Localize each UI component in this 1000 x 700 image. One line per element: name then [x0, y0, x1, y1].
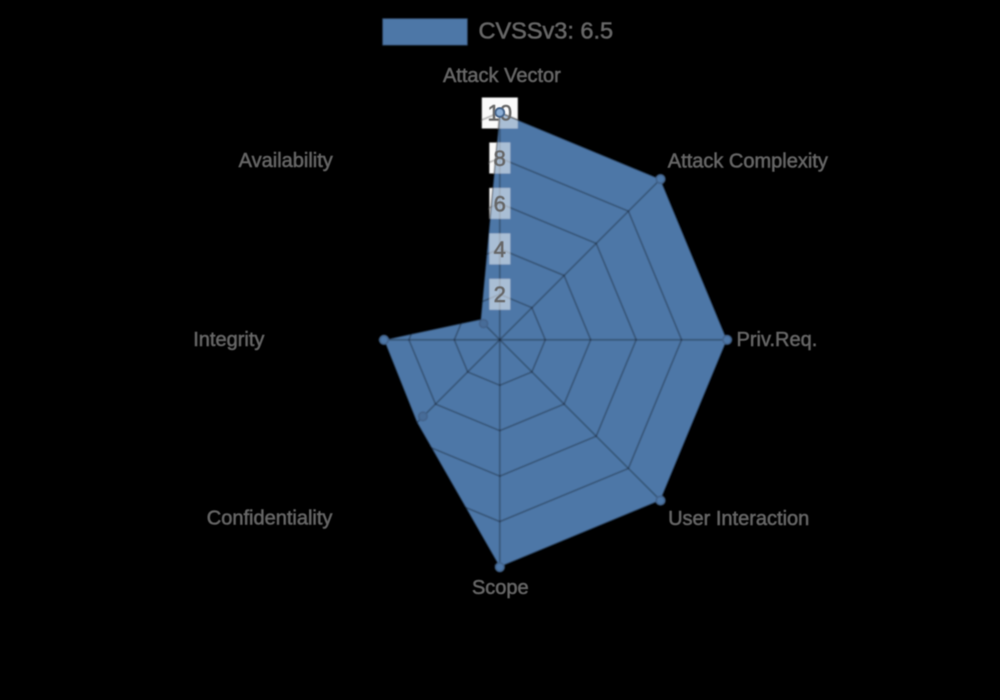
svg-text:4: 4 — [494, 237, 506, 262]
svg-text:6: 6 — [494, 191, 506, 216]
svg-text:Integrity: Integrity — [193, 329, 264, 351]
svg-text:Availability: Availability — [239, 150, 333, 172]
svg-text:2: 2 — [494, 282, 506, 307]
svg-text:Priv.Req.: Priv.Req. — [737, 329, 818, 351]
svg-text:CVSSv3: 6.5: CVSSv3: 6.5 — [479, 17, 614, 43]
svg-text:Attack Complexity: Attack Complexity — [668, 150, 828, 172]
svg-text:8: 8 — [494, 146, 506, 171]
svg-text:Attack Vector: Attack Vector — [443, 65, 561, 87]
svg-text:Confidentiality: Confidentiality — [207, 507, 333, 529]
svg-text:User Interaction: User Interaction — [668, 508, 809, 530]
svg-text:Scope: Scope — [472, 577, 529, 599]
